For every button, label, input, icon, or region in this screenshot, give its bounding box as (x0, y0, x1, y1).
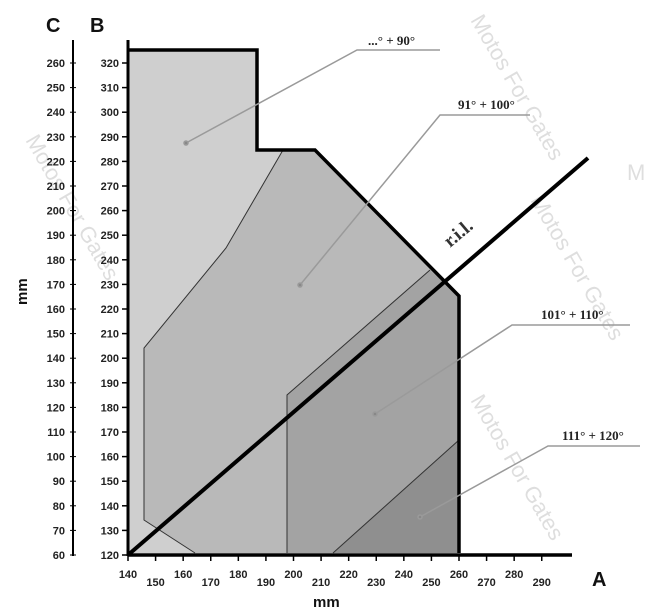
c-tick-label: 210 (47, 181, 65, 193)
b-tick-label: 250 (101, 230, 119, 242)
axes: 2602502402302202102001901801701601501401… (14, 15, 606, 610)
b-tick-label: 320 (101, 58, 119, 70)
b-tick-label: 170 (101, 427, 119, 439)
a-tick-label: 180 (229, 569, 247, 581)
c-tick-label: 190 (47, 230, 65, 242)
b-tick-label: 280 (101, 156, 119, 168)
c-tick-label: 230 (47, 132, 65, 144)
a-tick-label: 240 (395, 569, 413, 581)
zone-label-up-to-90: ...° + 90° (368, 33, 415, 48)
b-tick-label: 140 (101, 501, 119, 513)
b-tick-label: 120 (101, 550, 119, 562)
c-axis-ticks: 260 250 240 230 220 210 200 190 180 170 160 150 140 1… (47, 58, 76, 562)
a-tick-label: 150 (146, 577, 164, 589)
c-tick-label: 130 (47, 378, 65, 390)
a-tick-label: 160 (174, 569, 192, 581)
zone-label-111-120: 111° + 120° (562, 428, 624, 443)
a-tick-label: 170 (202, 577, 220, 589)
watermark-text: M (627, 160, 645, 185)
a-tick-label: 220 (339, 569, 357, 581)
b-tick-label: 160 (101, 452, 119, 464)
c-tick-label: 150 (47, 329, 65, 341)
a-tick-label: 200 (284, 569, 302, 581)
a-tick-label: 270 (477, 577, 495, 589)
b-tick-label: 150 (101, 476, 119, 488)
watermark-text: Motos For Gates (466, 390, 570, 544)
a-tick-label: 140 (119, 569, 137, 581)
c-axis-letter: C (46, 15, 60, 37)
b-tick-label: 130 (101, 525, 119, 537)
b-axis-letter: B (90, 15, 104, 37)
leader-line (374, 324, 630, 415)
leader-line (299, 114, 530, 286)
b-tick-label: 290 (101, 132, 119, 144)
a-tick-label: 250 (422, 577, 440, 589)
leader-dot (183, 140, 189, 146)
b-tick-label: 190 (101, 378, 119, 390)
b-axis-ticks: 320 310 300 290 280 270 260 250 240 230 220 210 200 1… (101, 58, 129, 562)
envelope-outline (128, 48, 461, 553)
b-tick-label: 260 (101, 206, 119, 218)
x-unit-label: mm (313, 594, 340, 610)
c-tick-label: 260 (47, 58, 65, 70)
a-tick-label: 290 (533, 577, 551, 589)
c-tick-label: 170 (47, 279, 65, 291)
zones (128, 50, 460, 554)
reference-line-label: r.i.l. (440, 215, 478, 251)
zone-label-91-100: 91° + 100° (458, 97, 515, 112)
c-tick-label: 220 (47, 156, 65, 168)
c-tick-label: 240 (47, 107, 65, 119)
b-tick-label: 200 (101, 353, 119, 365)
c-tick-label: 160 (47, 304, 65, 316)
c-tick-label: 80 (53, 501, 65, 513)
zone-boundary (286, 269, 431, 553)
reference-line (126, 156, 590, 557)
leader-line (185, 49, 440, 144)
b-tick-label: 240 (101, 255, 119, 267)
a-axis-letter: A (592, 569, 606, 591)
c-tick-label: 100 (47, 452, 65, 464)
b-tick-label: 270 (101, 181, 119, 193)
b-tick-label: 180 (101, 402, 119, 414)
b-tick-label: 300 (101, 107, 119, 119)
zone-boundary (143, 149, 284, 554)
c-tick-label: 180 (47, 255, 65, 267)
c-tick-label: 90 (53, 476, 65, 488)
c-tick-label: 60 (53, 550, 65, 562)
leaders (183, 49, 640, 520)
b-tick-label: 220 (101, 304, 119, 316)
zone-label-101-110: 101° + 110° (541, 307, 604, 322)
a-tick-label: 190 (257, 577, 275, 589)
a-axis-ticks: 140 150 160 170 180 190 200 210 220 230 240 250 260 2… (119, 555, 551, 589)
watermark-text: Motos For Gates (466, 10, 570, 164)
leader-line (419, 445, 640, 518)
a-tick-label: 260 (450, 569, 468, 581)
c-tick-label: 140 (47, 353, 65, 365)
zone-boundary (332, 439, 460, 554)
leader-dot (297, 282, 303, 288)
b-tick-label: 310 (101, 83, 119, 95)
a-tick-label: 230 (367, 577, 385, 589)
b-tick-label: 230 (101, 279, 119, 291)
c-tick-label: 70 (53, 525, 65, 537)
a-tick-label: 280 (505, 569, 523, 581)
leader-dot (372, 411, 378, 417)
c-tick-label: 110 (47, 427, 65, 439)
c-tick-label: 120 (47, 402, 65, 414)
a-tick-label: 210 (312, 577, 330, 589)
c-tick-label: 250 (47, 83, 65, 95)
y-unit-label: mm (14, 278, 31, 305)
b-tick-label: 210 (101, 329, 119, 341)
leader-dot (417, 514, 423, 520)
c-tick-label: 200 (47, 206, 65, 218)
